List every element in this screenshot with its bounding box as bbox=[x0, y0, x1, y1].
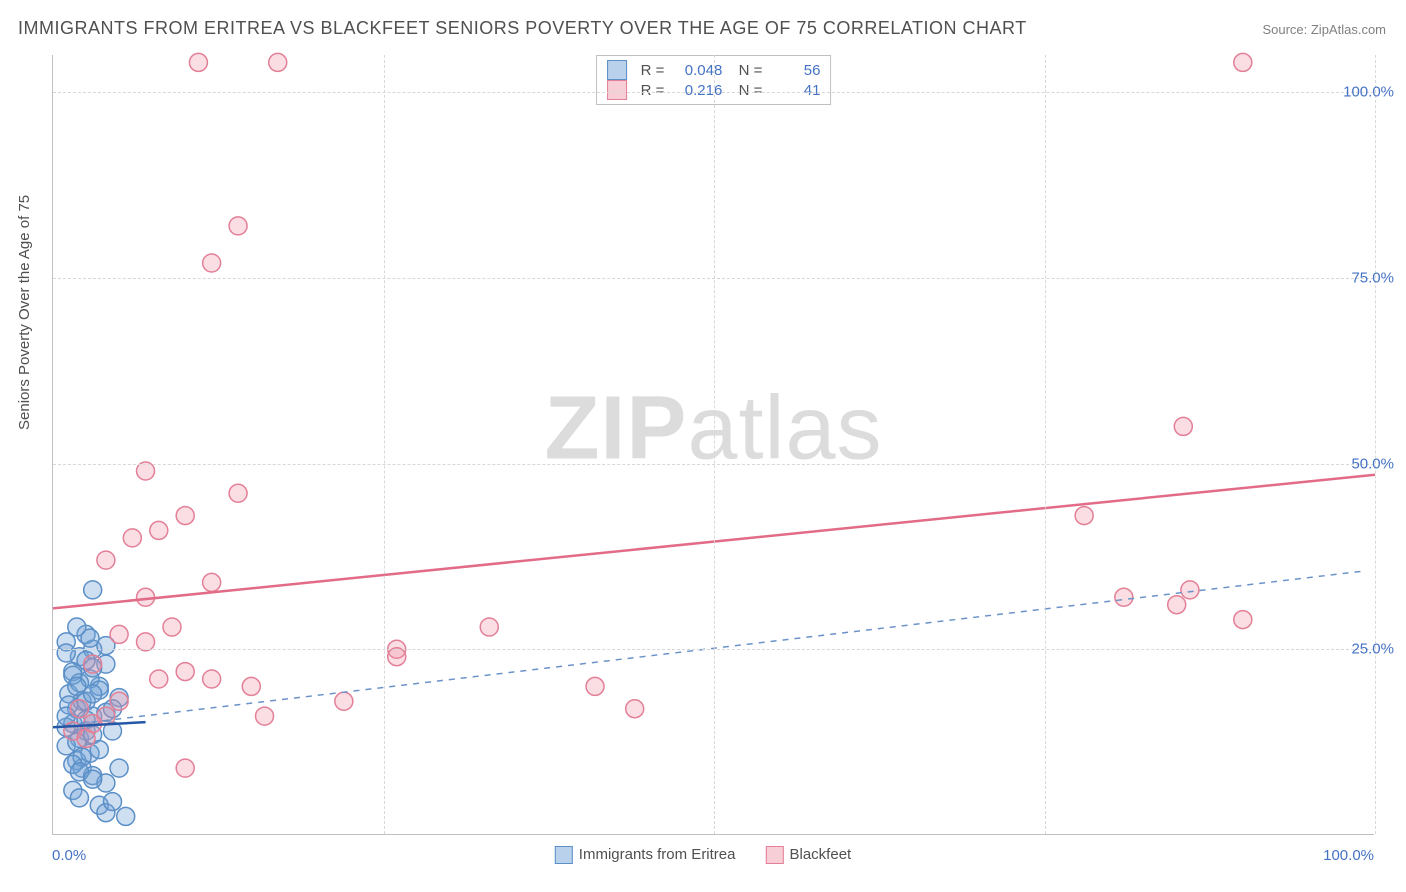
y-tick-label: 75.0% bbox=[1351, 269, 1394, 286]
data-point bbox=[1174, 417, 1192, 435]
chart-container: IMMIGRANTS FROM ERITREA VS BLACKFEET SEN… bbox=[0, 0, 1406, 892]
data-point bbox=[1234, 53, 1252, 71]
data-point bbox=[229, 217, 247, 235]
data-point bbox=[150, 521, 168, 539]
plot-area: ZIPatlas R =0.048 N =56R =0.216 N =41 bbox=[52, 55, 1374, 835]
legend-label: Immigrants from Eritrea bbox=[579, 846, 736, 863]
source-label: Source: ZipAtlas.com bbox=[1262, 22, 1386, 37]
data-point bbox=[480, 618, 498, 636]
data-point bbox=[77, 729, 95, 747]
data-point bbox=[110, 692, 128, 710]
data-point bbox=[68, 677, 86, 695]
data-point bbox=[189, 53, 207, 71]
data-point bbox=[1075, 507, 1093, 525]
y-tick-label: 50.0% bbox=[1351, 455, 1394, 472]
gridline-v bbox=[714, 55, 715, 834]
data-point bbox=[1181, 581, 1199, 599]
data-point bbox=[335, 692, 353, 710]
data-point bbox=[256, 707, 274, 725]
data-point bbox=[176, 507, 194, 525]
data-point bbox=[84, 655, 102, 673]
data-point bbox=[176, 759, 194, 777]
data-point bbox=[84, 581, 102, 599]
y-tick-label: 25.0% bbox=[1351, 641, 1394, 658]
data-point bbox=[70, 700, 88, 718]
legend-swatch bbox=[766, 846, 784, 864]
legend-label: Blackfeet bbox=[790, 846, 852, 863]
data-point bbox=[203, 670, 221, 688]
data-point bbox=[150, 670, 168, 688]
data-point bbox=[103, 793, 121, 811]
chart-title: IMMIGRANTS FROM ERITREA VS BLACKFEET SEN… bbox=[18, 18, 1027, 39]
data-point bbox=[242, 677, 260, 695]
y-axis-label: Seniors Poverty Over the Age of 75 bbox=[16, 195, 33, 430]
bottom-legend: Immigrants from Eritrea Blackfeet bbox=[555, 846, 851, 864]
trend-line-dashed bbox=[79, 571, 1361, 723]
bottom-legend-item: Blackfeet bbox=[766, 846, 852, 864]
y-tick-label: 100.0% bbox=[1343, 84, 1394, 101]
data-point bbox=[57, 644, 75, 662]
data-point bbox=[269, 53, 287, 71]
gridline-v bbox=[384, 55, 385, 834]
data-point bbox=[388, 648, 406, 666]
data-point bbox=[176, 663, 194, 681]
data-point bbox=[123, 529, 141, 547]
x-tick-right: 100.0% bbox=[1323, 847, 1374, 864]
bottom-legend-item: Immigrants from Eritrea bbox=[555, 846, 736, 864]
gridline-v bbox=[1375, 55, 1376, 834]
data-point bbox=[1115, 588, 1133, 606]
legend-swatch bbox=[607, 80, 627, 100]
data-point bbox=[117, 807, 135, 825]
data-point bbox=[70, 789, 88, 807]
data-point bbox=[626, 700, 644, 718]
data-point bbox=[97, 551, 115, 569]
data-point bbox=[1168, 596, 1186, 614]
data-point bbox=[84, 770, 102, 788]
data-point bbox=[586, 677, 604, 695]
x-tick-left: 0.0% bbox=[52, 847, 86, 864]
data-point bbox=[137, 633, 155, 651]
gridline-v bbox=[1045, 55, 1046, 834]
data-point bbox=[110, 625, 128, 643]
legend-swatch bbox=[555, 846, 573, 864]
legend-swatch bbox=[607, 60, 627, 80]
data-point bbox=[1234, 611, 1252, 629]
data-point bbox=[203, 254, 221, 272]
data-point bbox=[203, 573, 221, 591]
data-point bbox=[229, 484, 247, 502]
data-point bbox=[163, 618, 181, 636]
data-point bbox=[110, 759, 128, 777]
data-point bbox=[68, 618, 86, 636]
data-point bbox=[137, 462, 155, 480]
